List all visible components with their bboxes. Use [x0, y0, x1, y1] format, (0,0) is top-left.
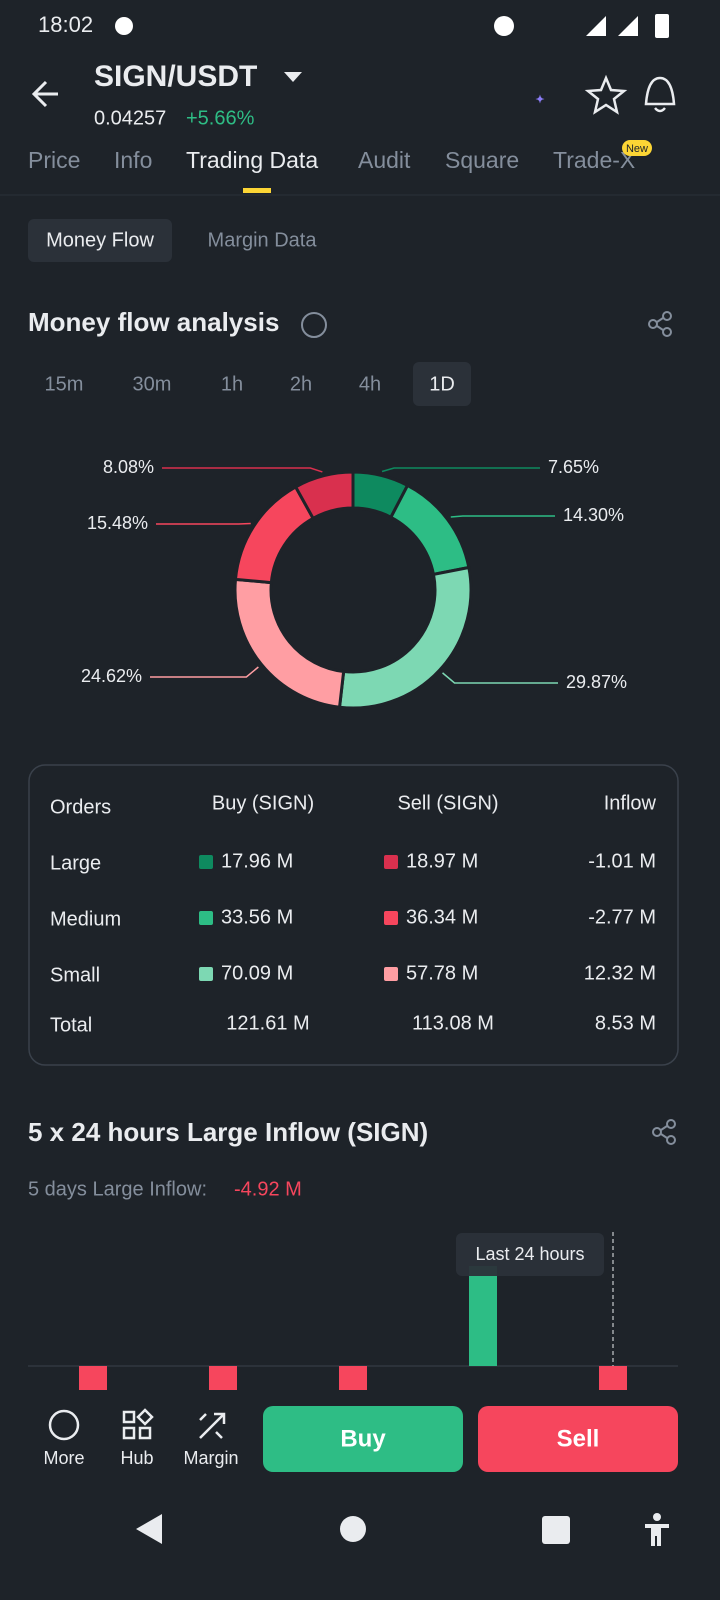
table-frame — [28, 764, 679, 1066]
action[interactable]: Hub — [120, 1448, 153, 1468]
slice-label: 8.08% — [103, 457, 154, 477]
table-row-label: Small — [50, 964, 100, 986]
ai-icon[interactable]: ✦ — [535, 94, 544, 106]
interval-bg — [413, 362, 471, 406]
bar — [469, 1266, 497, 1366]
leader-line — [442, 672, 558, 684]
donut-slice — [293, 470, 355, 521]
tooltip: Last 24 hours — [475, 1244, 584, 1264]
tabs: Price Info Trading Data Audit Square Tra… — [28, 147, 635, 173]
table-header: Inflow — [604, 792, 657, 814]
table-cell: 33.56 M — [221, 906, 293, 928]
change: +5.66% — [186, 107, 255, 129]
interval[interactable]: 1h — [221, 373, 243, 395]
legend-dot — [199, 967, 213, 981]
table-cell: 113.08 M — [412, 1012, 494, 1034]
legend-dot — [199, 911, 213, 925]
buy-label: Buy — [340, 1425, 386, 1452]
nav-home[interactable] — [340, 1516, 366, 1542]
interval[interactable]: 4h — [359, 373, 381, 395]
interval[interactable]: 15m — [45, 373, 84, 395]
table-cell: -2.77 M — [588, 906, 656, 928]
pair: SIGN/USDT — [94, 60, 257, 93]
tab[interactable]: Square — [445, 147, 519, 173]
tab[interactable]: Price — [28, 147, 80, 173]
status-icons — [115, 14, 669, 38]
table-cell: 18.97 M — [406, 850, 478, 872]
slice-label: 15.48% — [87, 513, 148, 533]
order-table: Orders Buy (SIGN) Sell (SIGN) Inflow Large 17… — [50, 792, 657, 1036]
subtab-bg — [28, 219, 172, 262]
slice-label: 24.62% — [81, 666, 142, 686]
table-cell: 12.32 M — [584, 962, 656, 984]
pair-dropdown[interactable] — [284, 72, 302, 82]
table-cell: 17.96 M — [221, 850, 293, 872]
leader-line — [162, 467, 323, 473]
table-cell: -1.01 M — [588, 850, 656, 872]
tab[interactable]: Info — [114, 147, 152, 173]
share-icon[interactable] — [648, 311, 672, 337]
inflow-summary-value: -4.92 M — [234, 1178, 302, 1200]
tab[interactable]: Audit — [358, 147, 411, 173]
share-icon[interactable] — [652, 1119, 676, 1145]
tooltip-bg — [456, 1233, 604, 1276]
back-button[interactable] — [31, 80, 58, 108]
buy-button[interactable] — [263, 1406, 463, 1472]
table-cell: 36.34 M — [406, 906, 478, 928]
slice-label: 29.87% — [566, 672, 627, 692]
table-row-label: Medium — [50, 908, 121, 930]
legend-dot — [199, 855, 213, 869]
interval[interactable]: 30m — [133, 373, 172, 395]
intervals: 15m 30m 1h 2h 4h 1D — [45, 373, 455, 395]
legend-dot — [384, 911, 398, 925]
table-header: Buy (SIGN) — [212, 792, 314, 814]
table-cell: 8.53 M — [595, 1012, 656, 1034]
table-row-label: Total — [50, 1014, 92, 1036]
table-cell: 57.78 M — [406, 962, 478, 984]
leader-line — [156, 522, 251, 525]
sell-button[interactable] — [478, 1406, 678, 1472]
action-icons — [48, 1408, 226, 1441]
subtab[interactable]: Margin Data — [208, 229, 318, 251]
table-header: Sell (SIGN) — [397, 792, 498, 814]
action[interactable]: More — [43, 1448, 84, 1468]
interval-active[interactable]: 1D — [429, 373, 455, 395]
badge — [622, 140, 652, 156]
interval[interactable]: 2h — [290, 373, 312, 395]
nav-recent[interactable] — [542, 1516, 570, 1544]
system-nav — [136, 1513, 669, 1546]
tab-indicator — [243, 188, 271, 193]
legend-dot — [384, 855, 398, 869]
table-row-label: Large — [50, 852, 101, 874]
favorite[interactable] — [584, 74, 628, 115]
leader-line — [381, 467, 540, 473]
section-title: Money flow analysis — [28, 307, 279, 337]
donut-chart: 7.65% 14.30% 29.87% 24.62% 15.48% 8.08% — [81, 457, 627, 710]
table-cell: 70.09 M — [221, 962, 293, 984]
legend-dot — [384, 967, 398, 981]
subtab-active[interactable]: Money Flow — [46, 229, 154, 251]
action[interactable]: Margin — [183, 1448, 238, 1468]
inflow-title: 5 x 24 hours Large Inflow (SIGN) — [28, 1117, 428, 1147]
slice-label: 7.65% — [548, 457, 599, 477]
table-cell: 121.61 M — [226, 1012, 309, 1034]
tab[interactable]: Trade-X — [553, 147, 635, 173]
alert[interactable] — [644, 76, 676, 113]
info-icon[interactable] — [301, 312, 327, 338]
tab-active[interactable]: Trading Data — [186, 147, 318, 173]
slice-label: 14.30% — [563, 505, 624, 525]
leader-line — [450, 515, 555, 518]
sell-label: Sell — [557, 1425, 600, 1452]
badge-text: New — [626, 143, 648, 155]
inflow-summary-label: 5 days Large Inflow: — [28, 1178, 207, 1200]
nav-back[interactable] — [136, 1514, 162, 1544]
table-header: Orders — [50, 796, 111, 818]
leader-line — [150, 666, 259, 678]
time: 18:02 — [38, 12, 93, 37]
price: 0.04257 — [94, 107, 166, 129]
